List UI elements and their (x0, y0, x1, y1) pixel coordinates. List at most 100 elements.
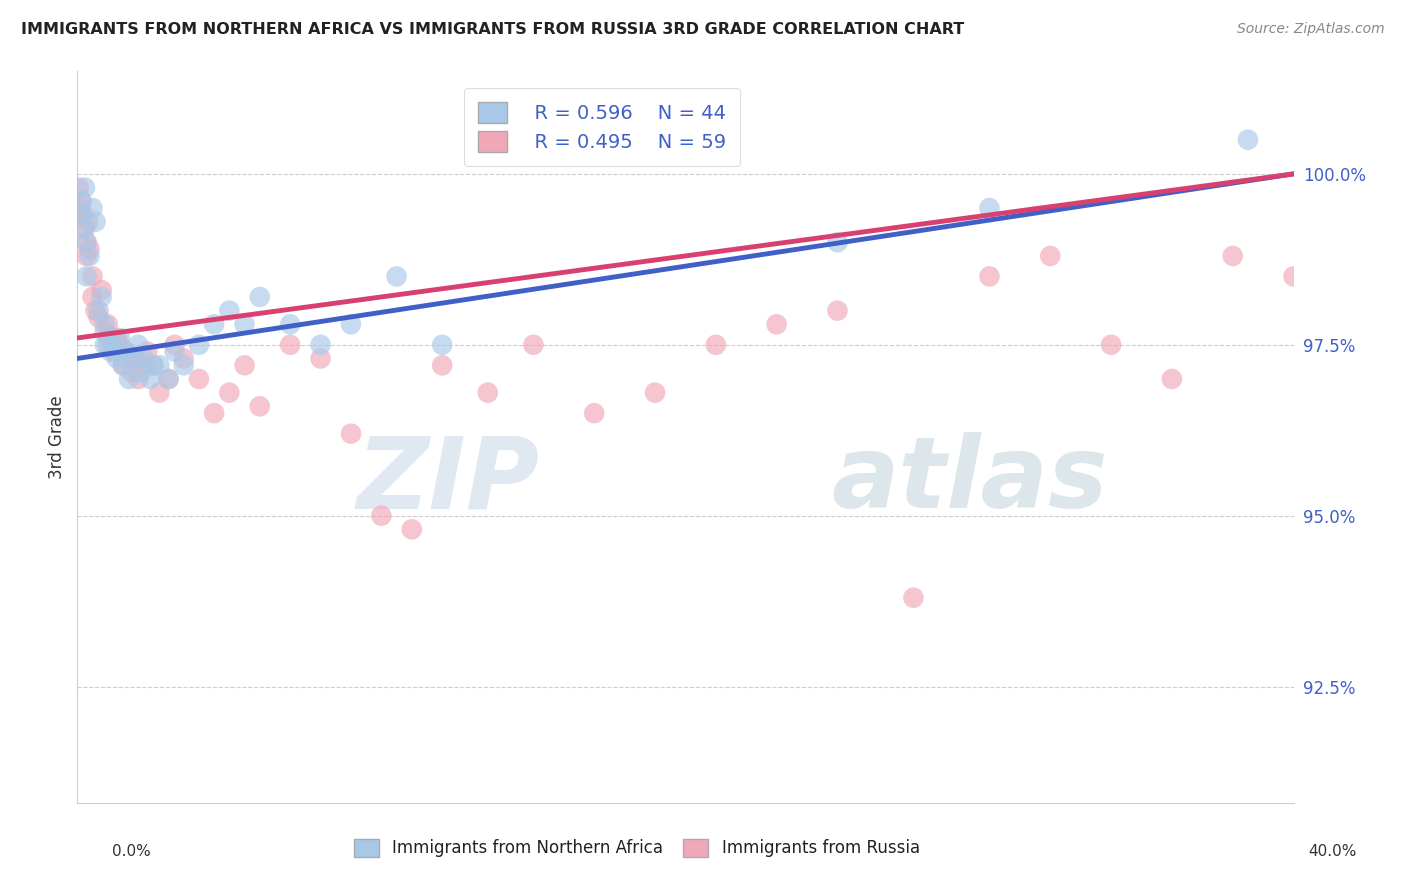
Point (157, 372, 180, 386)
Point (127, 338, 149, 352)
Point (73, 221, 96, 235)
Point (278, 338, 301, 352)
Point (309, 338, 332, 352)
Point (134, 359, 156, 373)
Point (82, 290, 104, 304)
Point (69, 201, 91, 215)
Point (111, 359, 134, 373)
Point (142, 359, 165, 373)
Point (84, 303, 107, 318)
Point (70, 194, 93, 209)
Point (765, 318, 787, 332)
Point (118, 372, 141, 386)
Point (75, 235, 97, 250)
Point (84, 215, 107, 229)
Point (188, 372, 211, 386)
Point (278, 318, 301, 332)
Text: atlas: atlas (831, 433, 1108, 530)
Point (93, 324, 115, 338)
Point (430, 338, 453, 352)
Point (136, 344, 159, 359)
Point (87, 303, 110, 318)
Point (385, 269, 408, 284)
Point (1222, 249, 1244, 263)
Text: ZIP: ZIP (357, 433, 540, 530)
Point (218, 303, 240, 318)
Point (139, 372, 162, 386)
Point (103, 344, 125, 359)
Point (82, 201, 104, 215)
Point (522, 338, 544, 352)
Point (72, 221, 94, 235)
Point (70, 208, 93, 222)
Text: 40.0%: 40.0% (1309, 845, 1357, 859)
Point (69, 194, 91, 209)
Point (1039, 249, 1062, 263)
Point (124, 351, 146, 366)
Point (163, 338, 186, 352)
Point (644, 385, 666, 400)
Point (90, 283, 112, 297)
Point (157, 372, 180, 386)
Point (979, 201, 1001, 215)
Point (233, 318, 256, 332)
Point (111, 359, 134, 373)
Point (218, 385, 240, 400)
Point (121, 365, 143, 379)
Point (100, 344, 122, 359)
Point (108, 338, 131, 352)
Point (233, 359, 256, 373)
Point (173, 359, 195, 373)
Point (249, 400, 271, 414)
Point (103, 338, 125, 352)
Point (67, 180, 90, 194)
Point (127, 372, 149, 386)
Point (90, 290, 112, 304)
Y-axis label: 3rd Grade: 3rd Grade (48, 395, 66, 479)
Point (93, 318, 115, 332)
Point (121, 351, 143, 366)
Point (73, 180, 96, 194)
Point (188, 338, 211, 352)
Point (1282, 269, 1305, 284)
Point (370, 508, 392, 523)
Point (401, 522, 423, 536)
Point (142, 359, 165, 373)
Point (115, 344, 138, 359)
Point (115, 344, 138, 359)
Point (100, 331, 122, 345)
Point (75, 249, 97, 263)
Point (82, 269, 104, 284)
Point (430, 359, 453, 373)
Point (97, 331, 120, 345)
Point (173, 351, 195, 366)
Point (1099, 338, 1122, 352)
Point (340, 426, 363, 441)
Point (87, 310, 110, 325)
Text: IMMIGRANTS FROM NORTHERN AFRICA VS IMMIGRANTS FROM RUSSIA 3RD GRADE CORRELATION : IMMIGRANTS FROM NORTHERN AFRICA VS IMMIG… (21, 22, 965, 37)
Point (827, 303, 849, 318)
Point (105, 351, 128, 366)
Point (583, 406, 606, 420)
Point (309, 351, 332, 366)
Point (77, 215, 100, 229)
Point (97, 318, 120, 332)
Point (340, 318, 363, 332)
Point (118, 351, 141, 366)
Point (148, 359, 170, 373)
Point (72, 208, 94, 222)
Point (477, 385, 499, 400)
Point (97, 338, 120, 352)
Point (79, 249, 101, 263)
Text: 0.0%: 0.0% (112, 845, 152, 859)
Point (75, 269, 97, 284)
Point (108, 331, 131, 345)
Legend: Immigrants from Northern Africa, Immigrants from Russia: Immigrants from Northern Africa, Immigra… (347, 832, 927, 864)
Point (1237, 133, 1260, 147)
Point (75, 235, 97, 250)
Point (202, 406, 225, 420)
Point (148, 385, 170, 400)
Point (105, 331, 128, 345)
Point (903, 591, 925, 605)
Point (79, 242, 101, 256)
